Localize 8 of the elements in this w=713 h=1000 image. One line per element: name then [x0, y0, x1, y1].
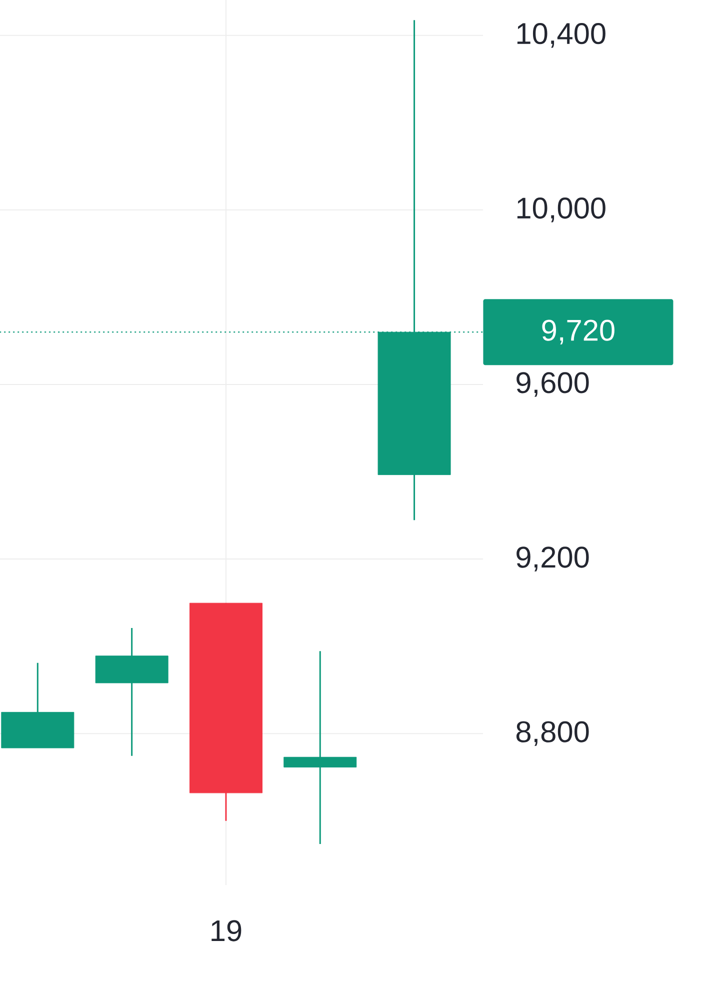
x-tick-label: 19 — [212, 920, 242, 942]
y-tick-label: 9,200 — [516, 546, 589, 572]
ref-line-label: 9,720 — [542, 320, 614, 344]
candlestick — [284, 650, 357, 845]
y-tick-label: 10,400 — [517, 22, 606, 48]
y-tick-label: 10,000 — [517, 198, 606, 222]
y-tick-label: 9,600 — [516, 372, 589, 397]
y-tick-label: 8,800 — [516, 721, 589, 746]
